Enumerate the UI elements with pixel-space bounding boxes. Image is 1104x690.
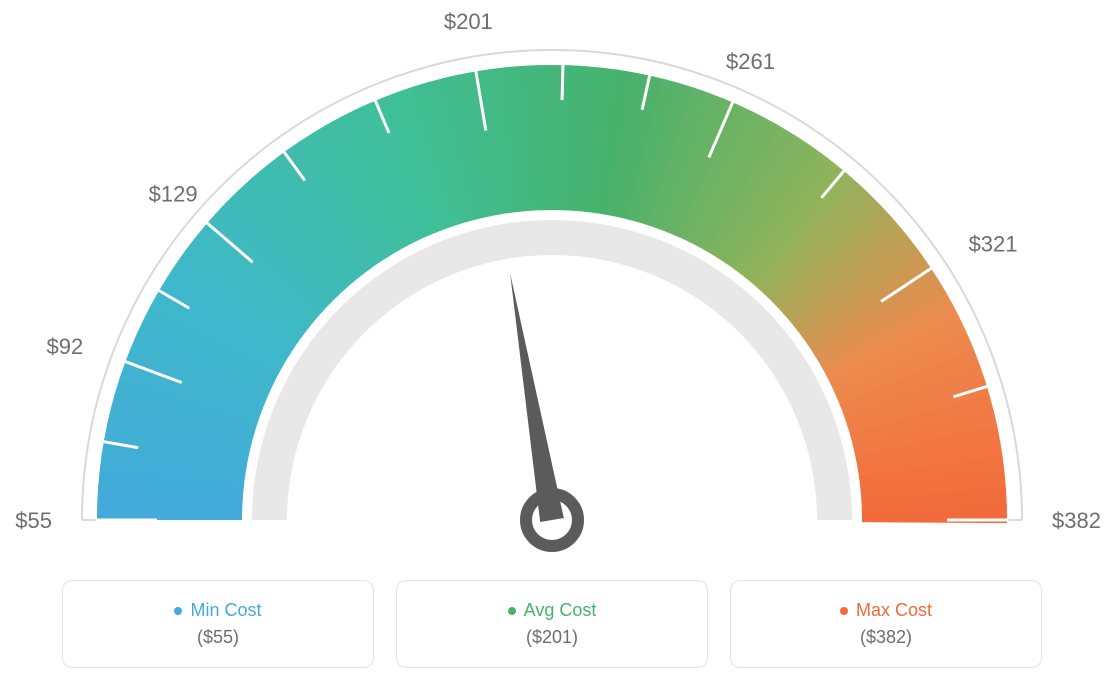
legend-avg-title: Avg Cost: [524, 600, 597, 621]
gauge-svg: $55 $92 $129 $201 $261 $321 $382: [0, 0, 1104, 560]
gauge-tick-label: $261: [726, 49, 775, 74]
legend-max-title: Max Cost: [856, 600, 932, 621]
gauge-tick-label: $321: [969, 231, 1018, 256]
gauge-tick-label: $201: [444, 9, 493, 34]
gauge-tick-label: $382: [1052, 508, 1101, 533]
legend-avg-value: ($201): [526, 627, 578, 648]
gauge-needle: [510, 274, 564, 522]
gauge-color-band: [97, 65, 1007, 523]
legend-max-cost: Max Cost ($382): [730, 580, 1042, 668]
legend-max-value: ($382): [860, 627, 912, 648]
legend-min-cost: Min Cost ($55): [62, 580, 374, 668]
gauge-tick: [562, 65, 563, 100]
legend-min-title-row: Min Cost: [174, 600, 261, 621]
legend-max-title-row: Max Cost: [840, 600, 932, 621]
legend-avg-dot: [508, 607, 516, 615]
gauge-tick-label: $55: [15, 508, 52, 533]
legend-min-value: ($55): [197, 627, 239, 648]
gauge-tick-label: $92: [47, 334, 84, 359]
legend-max-dot: [840, 607, 848, 615]
legend-min-title: Min Cost: [190, 600, 261, 621]
legend-row: Min Cost ($55) Avg Cost ($201) Max Cost …: [0, 580, 1104, 668]
legend-avg-cost: Avg Cost ($201): [396, 580, 708, 668]
legend-min-dot: [174, 607, 182, 615]
gauge-tick-label: $129: [149, 182, 198, 207]
legend-avg-title-row: Avg Cost: [508, 600, 597, 621]
cost-gauge-chart: $55 $92 $129 $201 $261 $321 $382 Min Cost ($55…: [0, 0, 1104, 690]
